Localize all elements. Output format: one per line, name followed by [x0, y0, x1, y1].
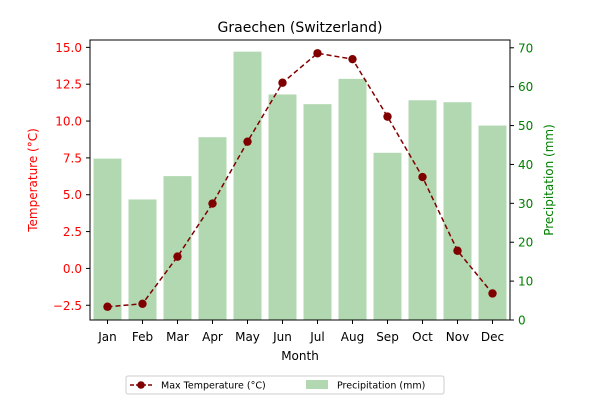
precipitation-bar: [373, 152, 402, 320]
y-left-axis-label: Temperature (°C): [26, 128, 40, 233]
temperature-point: [243, 137, 252, 146]
legend-marker-swatch: [137, 381, 145, 389]
y-right-tick-label: 50: [518, 119, 533, 133]
temperature-point: [278, 78, 287, 87]
temperature-line: [107, 52, 494, 308]
x-tick-label: Apr: [202, 330, 223, 344]
temperature-point: [208, 199, 217, 208]
x-tick-label: Mar: [166, 330, 189, 344]
x-axis: Jan Feb Mar Apr May Jun Jul Aug Sep Oct Nov Dec: [97, 320, 504, 344]
temperature-point: [313, 49, 322, 58]
legend-frame: [125, 375, 445, 395]
y-right-tick-label: 60: [518, 80, 533, 94]
chart-title: Graechen (Switzerland): [218, 20, 383, 36]
y-left-tick-label: 5.0: [63, 188, 82, 202]
y-right-tick-label: 10: [518, 275, 533, 289]
precipitation-bars: [93, 51, 507, 321]
legend-entry-temperature: Max Temperature (°C): [161, 381, 266, 392]
x-tick-label: Jun: [272, 330, 292, 344]
x-tick-label: Sep: [376, 330, 399, 344]
precipitation-bar: [268, 94, 297, 320]
y-right-tick-label: 20: [518, 236, 533, 250]
y-right-tick-label: 40: [518, 158, 533, 172]
precipitation-bar: [198, 137, 227, 320]
legend-bar-swatch: [306, 380, 328, 389]
y-left-axis: −2.5 0.0 2.5 5.0 7.5 10.0 12.5 15.0: [53, 41, 90, 313]
x-tick-label: May: [235, 330, 260, 344]
temperature-line-layer: [103, 49, 497, 311]
precipitation-bar: [443, 102, 472, 320]
temperature-point: [173, 252, 182, 261]
y-left-tick-label: −2.5: [53, 299, 82, 313]
precipitation-bar: [163, 176, 192, 320]
precipitation-bar: [233, 51, 262, 321]
x-tick-label: Oct: [412, 330, 433, 344]
x-tick-label: Dec: [481, 330, 504, 344]
legend: Max Temperature (°C) Precipitation (mm): [125, 375, 445, 395]
precipitation-bar: [478, 125, 507, 320]
x-axis-label: Month: [281, 349, 319, 363]
legend-entry-precipitation: Precipitation (mm): [337, 381, 425, 392]
x-tick-label: Nov: [446, 330, 469, 344]
temperature-point: [418, 172, 427, 182]
plot-frame: [89, 39, 511, 321]
precipitation-bar: [303, 104, 332, 321]
x-tick-label: Jan: [97, 330, 117, 344]
y-left-tick-label: 15.0: [55, 41, 82, 55]
x-tick-label: Feb: [132, 330, 153, 344]
y-right-axis: 0 10 20 30 40 50 60 70: [510, 41, 533, 328]
y-left-tick-label: 7.5: [63, 151, 82, 165]
temperature-point: [138, 299, 147, 308]
temperature-point: [453, 246, 462, 255]
precipitation-bar: [408, 100, 437, 321]
y-right-tick-label: 70: [518, 41, 533, 55]
temperature-point: [488, 289, 497, 298]
y-right-tick-label: 0: [518, 314, 526, 328]
y-left-tick-label: 12.5: [55, 78, 82, 92]
temperature-point: [103, 302, 112, 311]
temperature-point: [383, 112, 392, 121]
y-right-axis-label: Precipitation (mm): [542, 124, 556, 236]
y-left-tick-label: 2.5: [63, 225, 82, 239]
x-tick-label: Jul: [309, 330, 324, 344]
precipitation-bar: [338, 78, 367, 320]
temperature-point: [348, 54, 357, 64]
y-right-tick-label: 30: [518, 197, 533, 211]
x-tick-label: Aug: [341, 330, 364, 344]
y-left-tick-label: 10.0: [55, 115, 82, 129]
precipitation-bar: [93, 158, 122, 320]
y-left-tick-label: 0.0: [63, 262, 82, 276]
